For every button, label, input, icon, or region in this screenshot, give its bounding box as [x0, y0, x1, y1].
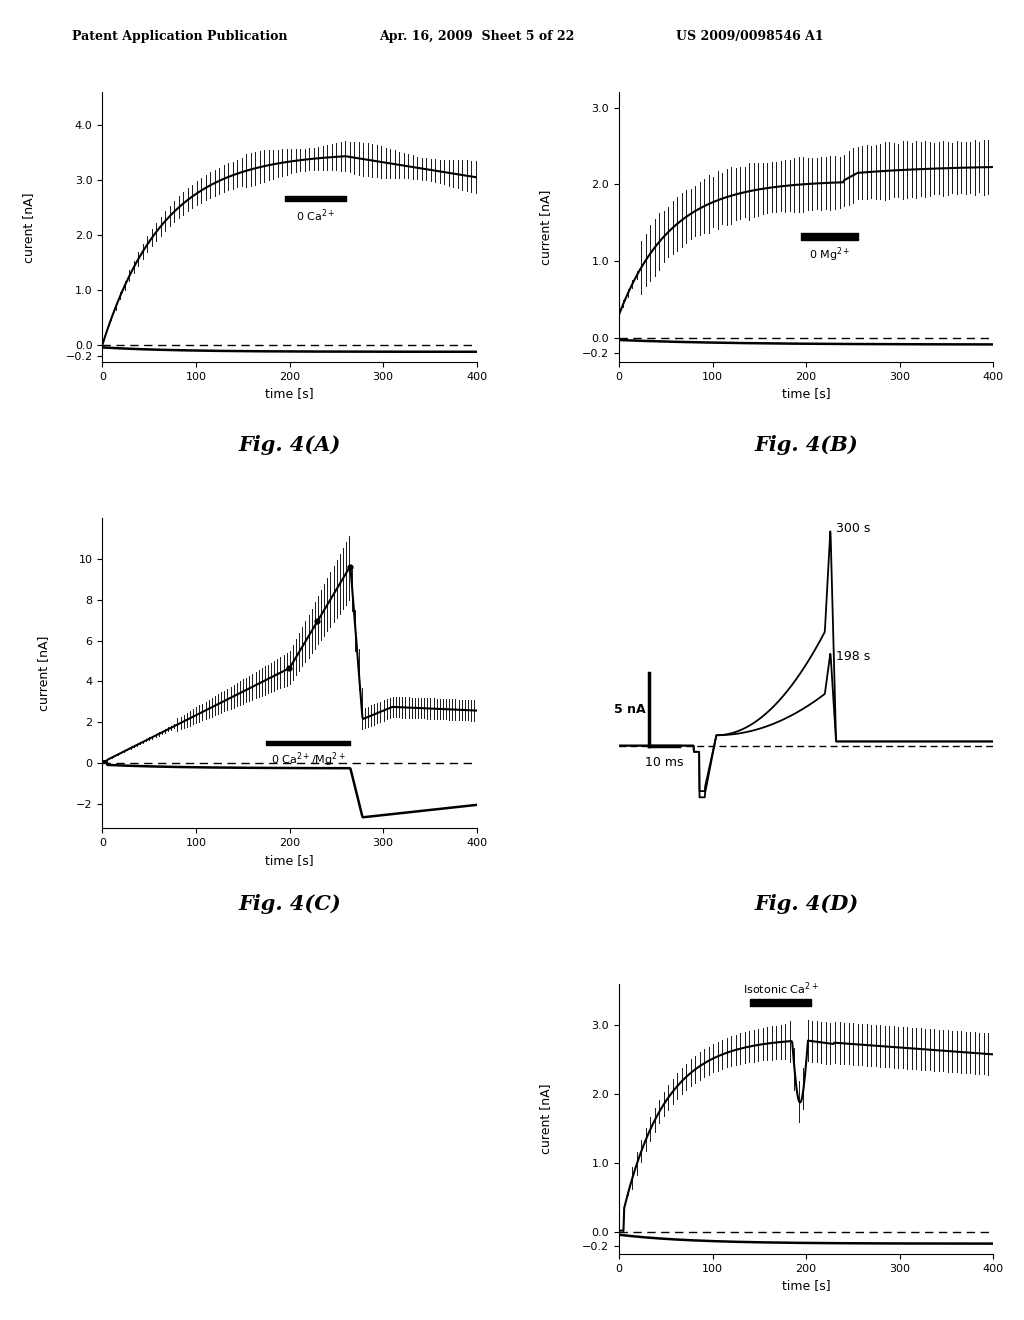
Text: Fig. 4(B): Fig. 4(B) [755, 434, 858, 455]
Text: Fig. 4(C): Fig. 4(C) [239, 895, 341, 915]
X-axis label: time [s]: time [s] [265, 854, 314, 867]
Text: 0 Mg$^{2+}$: 0 Mg$^{2+}$ [809, 246, 850, 264]
Text: 0 Ca$^{2+}$/Mg$^{2+}$: 0 Ca$^{2+}$/Mg$^{2+}$ [271, 751, 346, 770]
Text: 300 s: 300 s [836, 521, 870, 535]
Text: 5 nA: 5 nA [613, 704, 645, 715]
Text: Apr. 16, 2009  Sheet 5 of 22: Apr. 16, 2009 Sheet 5 of 22 [379, 30, 574, 44]
Text: Patent Application Publication: Patent Application Publication [72, 30, 287, 44]
X-axis label: time [s]: time [s] [265, 388, 314, 400]
Text: 198 s: 198 s [836, 651, 870, 663]
Text: Fig. 4(A): Fig. 4(A) [239, 434, 341, 455]
Text: Isotonic Ca$^{2+}$: Isotonic Ca$^{2+}$ [742, 979, 818, 997]
X-axis label: time [s]: time [s] [781, 388, 830, 400]
Text: US 2009/0098546 A1: US 2009/0098546 A1 [676, 30, 823, 44]
Text: 0 Ca$^{2+}$: 0 Ca$^{2+}$ [296, 207, 335, 224]
Y-axis label: current [nA]: current [nA] [37, 635, 50, 711]
Text: Fig. 4(D): Fig. 4(D) [754, 895, 858, 915]
Y-axis label: curent [nA]: curent [nA] [539, 1084, 552, 1154]
Text: 10 ms: 10 ms [645, 756, 683, 770]
Y-axis label: current [nA]: current [nA] [539, 190, 552, 265]
Y-axis label: curent [nA]: curent [nA] [23, 193, 35, 263]
X-axis label: time [s]: time [s] [781, 1279, 830, 1292]
